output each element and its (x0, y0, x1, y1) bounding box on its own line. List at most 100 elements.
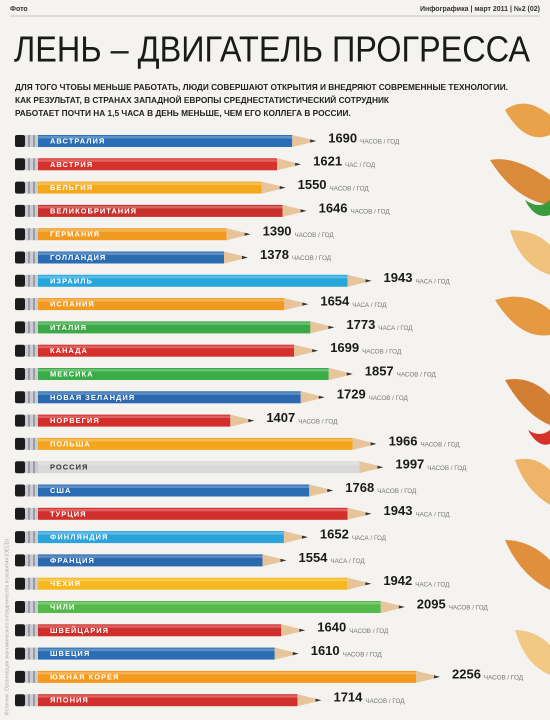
pencil-eraser (15, 228, 25, 241)
pencil-shine (38, 205, 283, 209)
pencil-body (38, 158, 278, 171)
pencil-body (38, 321, 311, 334)
pencil-band (25, 414, 38, 427)
pencil-body (38, 274, 348, 287)
pencil-lead (244, 232, 251, 236)
pencil-band (25, 274, 38, 287)
pencil-lead (299, 628, 306, 632)
country-label: ФИНЛЯНДИЯ (50, 533, 108, 542)
pencil-eraser (15, 368, 25, 380)
pencil-body (38, 577, 348, 590)
subtitle-line: КАК РЕЗУЛЬТАТ, В СТРАНАХ ЗАПАДНОЙ ЕВРОПЫ… (15, 94, 390, 105)
unit-label: ЧАС / ГОД (345, 162, 376, 169)
pencil-wood (380, 601, 399, 613)
pencil-shine (38, 275, 348, 279)
pencil-shine (38, 555, 263, 558)
unit-label: ЧАСОВ / ГОД (484, 675, 524, 682)
pencil-band (25, 344, 38, 357)
unit-label: ЧАСА / ГОД (415, 511, 450, 518)
pencil-band-stripe (33, 624, 35, 637)
pencil (15, 437, 377, 450)
pencil-eraser (15, 484, 25, 497)
unit-label: ЧАСОВ / ГОД (360, 139, 400, 146)
value-label: 1943 (384, 270, 413, 285)
pencil-shine (38, 438, 353, 442)
pencil-band (25, 670, 38, 683)
unit-label: ЧАСОВ / ГОД (377, 488, 417, 495)
unit-label: ЧАСОВ / ГОД (292, 255, 332, 262)
value-label: 1857 (365, 363, 394, 378)
pencil-band-stripe (28, 484, 30, 497)
pencil-shine (38, 462, 360, 465)
pencil-wood (416, 670, 434, 683)
pencil-band (25, 624, 38, 637)
unit-label: ЧАСОВ / ГОД (449, 605, 489, 612)
pencil-body (38, 554, 263, 567)
unit-label: ЧАСОВ / ГОД (330, 185, 370, 192)
pencil-band-stripe (33, 298, 35, 311)
value-label: 1942 (383, 573, 412, 588)
pencil-band-stripe (33, 484, 35, 497)
country-label: ГОЛЛАНДИЯ (50, 253, 106, 262)
pencil-band-stripe (33, 694, 35, 707)
value-label: 1652 (320, 527, 349, 542)
pencil-band-stripe (28, 204, 30, 217)
pencil-lead (346, 372, 353, 376)
pencil-wood (230, 414, 249, 427)
pencil-wood (277, 158, 296, 171)
pencil-body (38, 204, 283, 217)
country-label: ЧЕХИЯ (50, 579, 81, 588)
unit-label: ЧАСА / ГОД (415, 581, 450, 588)
pencil-lead (242, 255, 248, 260)
pencil-band-stripe (33, 158, 35, 171)
pencil-eraser (15, 414, 25, 427)
header-left: Фото (10, 6, 28, 13)
pencil (15, 181, 286, 194)
unit-label: ЧАСОВ / ГОД (427, 465, 467, 472)
pencil-body (38, 251, 224, 264)
pencil-lead (295, 162, 302, 166)
country-label: ИСПАНИЯ (50, 300, 95, 309)
pencil-band-stripe (28, 135, 30, 147)
pencil-band-stripe (33, 647, 35, 660)
pencil-eraser (15, 507, 25, 520)
country-label: ШВЕЙЦАРИЯ (50, 626, 109, 635)
pencil-band-stripe (28, 647, 30, 660)
pencil-lead (365, 512, 372, 516)
unit-label: ЧАСОВ / ГОД (369, 395, 409, 402)
pencil-shine (38, 345, 295, 349)
pencil-lead (310, 139, 317, 143)
unit-label: ЧАСА / ГОД (352, 535, 387, 542)
pencil-lead (318, 395, 325, 399)
pencil (15, 670, 440, 683)
pencil-band-stripe (28, 694, 30, 707)
pencil-body (38, 344, 295, 357)
pencil-band-stripe (28, 601, 30, 613)
pencil-band-stripe (28, 670, 30, 683)
value-label: 1729 (337, 387, 366, 402)
pencil-band-stripe (28, 577, 30, 590)
pencil-band-stripe (28, 368, 30, 380)
pencil-eraser (15, 694, 25, 707)
pencil-wood (359, 461, 378, 474)
country-label: ВЕЛИКОБРИТАНИЯ (50, 206, 137, 215)
pencil (15, 251, 248, 264)
pencil (15, 135, 317, 147)
pencil-band-stripe (33, 531, 35, 544)
pencil-lead (365, 582, 372, 586)
country-label: КАНАДА (50, 346, 88, 355)
pencil-band (25, 135, 38, 147)
pencil-wood (226, 228, 245, 241)
pencil-body (38, 601, 381, 613)
pencil-eraser (15, 344, 25, 357)
pencil-eraser (15, 321, 25, 334)
pencil-wood (274, 647, 293, 660)
pencil-band (25, 484, 38, 497)
pencil-band-stripe (28, 554, 30, 567)
pencil-band-stripe (28, 391, 30, 404)
pencil-lead (301, 535, 308, 539)
pencil-band (25, 391, 38, 404)
country-label: ГЕРМАНИЯ (50, 230, 100, 239)
unit-label: ЧАСОВ / ГОД (362, 348, 402, 355)
pencil-body (38, 391, 301, 404)
